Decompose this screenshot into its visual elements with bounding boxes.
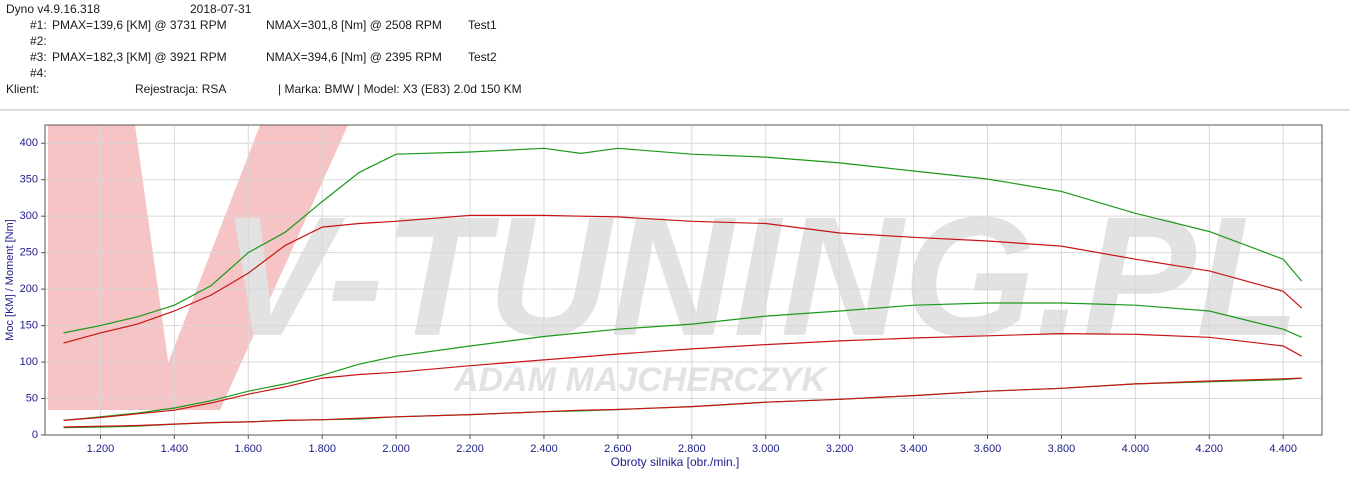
date: 2018-07-31 <box>190 2 252 16</box>
line <box>63 302 1302 421</box>
x-tick-label: 4.200 <box>1196 443 1224 455</box>
x-tick-label: 4.000 <box>1122 443 1150 455</box>
run-pmax: PMAX=182,3 [KM] @ 3921 RPM <box>52 50 227 64</box>
line <box>63 332 1302 421</box>
x-tick-label: 2.800 <box>678 443 706 455</box>
x-axis-label: Obroty silnika [obr./min.] <box>611 455 740 469</box>
watermark-shape <box>150 125 348 410</box>
x-tick-label: 3.400 <box>900 443 928 455</box>
client: Klient: <box>6 82 39 96</box>
run-nmax: NMAX=301,8 [Nm] @ 2508 RPM <box>266 18 442 32</box>
run-pmax: PMAX=139,6 [KM] @ 3731 RPM <box>52 18 227 32</box>
plot-frame <box>44 124 1323 436</box>
x-tick-label: 3.200 <box>826 443 854 455</box>
x-tick-label: 1.800 <box>308 443 336 455</box>
watermark-owner: ADAM MAJCHERCZYK <box>453 361 829 399</box>
x-tick-label: 2.400 <box>530 443 558 455</box>
y-tick-label: 400 <box>20 137 38 149</box>
y-tick-label: 300 <box>20 210 38 222</box>
app-version: Dyno v4.9.16.318 <box>6 2 100 16</box>
registration: Rejestracja: RSA <box>135 82 226 96</box>
y-tick-label: 250 <box>20 247 38 259</box>
run-name: Test2 <box>468 50 497 64</box>
x-tick-label: 1.600 <box>235 443 263 455</box>
x-tick-label: 3.000 <box>752 443 780 455</box>
x-tick-label: 2.600 <box>604 443 632 455</box>
x-tick-label: 2.200 <box>456 443 484 455</box>
run-id: #3: <box>30 50 47 64</box>
x-tick-label: 1.400 <box>161 443 189 455</box>
vehicle: | Marka: BMW | Model: X3 (E83) 2.0d 150 … <box>278 82 522 96</box>
run-id: #2: <box>30 34 47 48</box>
line <box>63 214 1303 344</box>
x-tick-label: 4.400 <box>1269 443 1297 455</box>
run-nmax: NMAX=394,6 [Nm] @ 2395 RPM <box>266 50 442 64</box>
y-tick-label: 150 <box>20 319 38 331</box>
run-id: #1: <box>30 18 47 32</box>
line <box>63 377 1302 428</box>
x-tick-label: 3.600 <box>974 443 1002 455</box>
x-tick-label: 3.800 <box>1048 443 1076 455</box>
y-axis-label: Moc [KM] / Moment [Nm] <box>4 219 16 341</box>
y-tick-label: 200 <box>20 283 38 295</box>
watermark-brand: V-TUNING.PL <box>220 182 1300 372</box>
y-tick-label: 350 <box>20 174 38 186</box>
line <box>63 147 1303 334</box>
y-tick-label: 100 <box>20 356 38 368</box>
x-tick-label: 1.200 <box>87 443 115 455</box>
y-tick-label: 50 <box>26 392 38 404</box>
run-name: Test1 <box>468 18 497 32</box>
x-tick-label: 2.000 <box>382 443 410 455</box>
y-tick-label: 0 <box>32 429 38 441</box>
run-id: #4: <box>30 66 47 80</box>
